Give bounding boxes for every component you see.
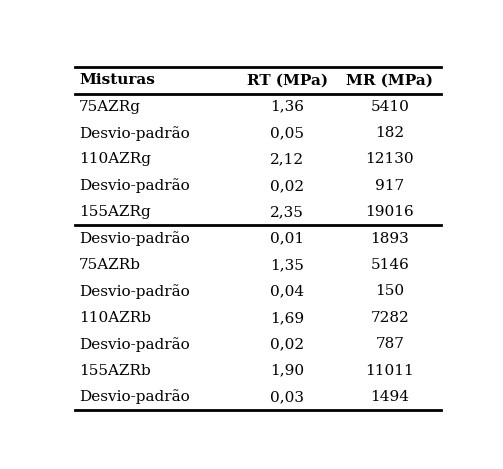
Text: 787: 787: [375, 337, 404, 351]
Text: 0,02: 0,02: [270, 337, 304, 351]
Text: 1494: 1494: [370, 390, 409, 404]
Text: 110AZRg: 110AZRg: [79, 152, 151, 166]
Text: 155AZRb: 155AZRb: [79, 363, 151, 378]
Text: 0,05: 0,05: [270, 126, 304, 140]
Text: Misturas: Misturas: [79, 73, 155, 87]
Text: 1,35: 1,35: [270, 258, 304, 272]
Text: 0,02: 0,02: [270, 179, 304, 193]
Text: Desvio-padrão: Desvio-padrão: [79, 126, 190, 141]
Text: 2,12: 2,12: [270, 152, 304, 166]
Text: 155AZRg: 155AZRg: [79, 205, 151, 219]
Text: 917: 917: [375, 179, 404, 193]
Text: 11011: 11011: [365, 363, 414, 378]
Text: RT (MPa): RT (MPa): [246, 73, 327, 87]
Text: 75AZRb: 75AZRb: [79, 258, 141, 272]
Text: 2,35: 2,35: [270, 205, 304, 219]
Text: 0,03: 0,03: [270, 390, 304, 404]
Text: MR (MPa): MR (MPa): [346, 73, 433, 87]
Text: Desvio-padrão: Desvio-padrão: [79, 284, 190, 299]
Text: Desvio-padrão: Desvio-padrão: [79, 337, 190, 352]
Text: 182: 182: [375, 126, 404, 140]
Text: 1,69: 1,69: [270, 311, 304, 325]
Text: 5146: 5146: [370, 258, 409, 272]
Text: 1893: 1893: [370, 232, 409, 246]
Text: Desvio-padrão: Desvio-padrão: [79, 390, 190, 404]
Text: 0,01: 0,01: [270, 232, 304, 246]
Text: 7282: 7282: [370, 311, 409, 325]
Text: 12130: 12130: [365, 152, 414, 166]
Text: 5410: 5410: [370, 100, 409, 113]
Text: 1,90: 1,90: [270, 363, 304, 378]
Text: 19016: 19016: [365, 205, 414, 219]
Text: 110AZRb: 110AZRb: [79, 311, 151, 325]
Text: 75AZRg: 75AZRg: [79, 100, 141, 113]
Text: Desvio-padrão: Desvio-padrão: [79, 178, 190, 193]
Text: 0,04: 0,04: [270, 284, 304, 298]
Text: 150: 150: [375, 284, 404, 298]
Text: Desvio-padrão: Desvio-padrão: [79, 231, 190, 246]
Text: 1,36: 1,36: [270, 100, 304, 113]
